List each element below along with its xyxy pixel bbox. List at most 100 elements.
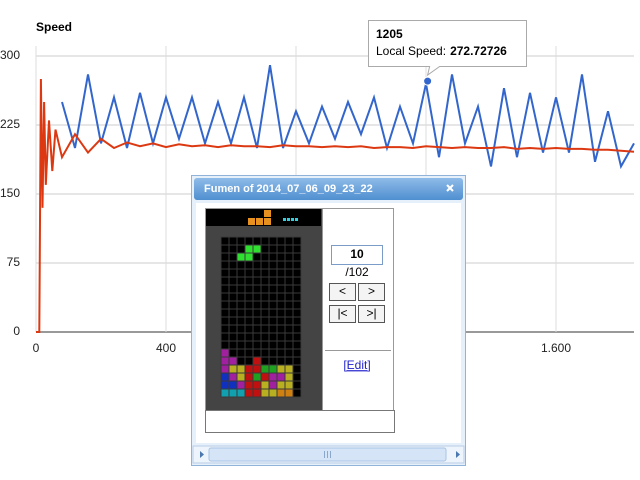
- board-cell: [244, 268, 254, 278]
- block: [285, 381, 293, 389]
- board-cell: [260, 268, 270, 278]
- board-cell: [244, 300, 254, 310]
- prev-button[interactable]: [329, 283, 356, 301]
- first-button[interactable]: [329, 305, 356, 323]
- board-cell: [292, 252, 302, 262]
- board-cell: [276, 268, 286, 278]
- tooltip-value: 272.72726: [450, 44, 507, 58]
- board-cell: [220, 284, 230, 294]
- board-cell: [276, 260, 286, 270]
- board-cell: [292, 260, 302, 270]
- block: [269, 373, 277, 381]
- board-cell: [260, 260, 270, 270]
- board-cell: [252, 284, 262, 294]
- board-cell: [236, 284, 246, 294]
- block: [221, 389, 229, 397]
- board-cell: [268, 348, 278, 358]
- board-cell: [292, 276, 302, 286]
- board-cell: [292, 372, 302, 382]
- board-cell: [292, 324, 302, 334]
- board-cell: [220, 308, 230, 318]
- board-cell: [236, 308, 246, 318]
- board-cell: [236, 324, 246, 334]
- comment-field[interactable]: [205, 410, 395, 433]
- board-cell: [284, 236, 294, 246]
- block: [237, 389, 245, 397]
- next-block: [291, 218, 294, 221]
- board-cell: [284, 252, 294, 262]
- chart-title: Speed: [36, 20, 72, 34]
- board-cell: [268, 252, 278, 262]
- board-cell: [260, 316, 270, 326]
- edit-link[interactable]: [Edit]: [343, 358, 370, 372]
- board-cell: [260, 308, 270, 318]
- board-cell: [236, 332, 246, 342]
- page-input[interactable]: [331, 245, 383, 265]
- close-button[interactable]: [446, 184, 454, 192]
- board-cell: [276, 244, 286, 254]
- board-cell: [268, 236, 278, 246]
- board-cell: [236, 316, 246, 326]
- board-cell: [284, 316, 294, 326]
- board-cell: [268, 308, 278, 318]
- next-block: [264, 210, 271, 217]
- board-cell: [228, 316, 238, 326]
- board-cell: [220, 300, 230, 310]
- board-cell: [228, 324, 238, 334]
- y-tick-label: 75: [7, 255, 21, 269]
- board-cell: [244, 308, 254, 318]
- block: [261, 373, 269, 381]
- board-cell: [260, 244, 270, 254]
- board-cell: [252, 268, 262, 278]
- scroll-left[interactable]: [200, 451, 204, 458]
- tooltip-x: 1205: [376, 27, 403, 41]
- tooltip-label: Local Speed:: [376, 44, 446, 58]
- board-cell: [228, 308, 238, 318]
- board-cell: [252, 340, 262, 350]
- board-cell: [276, 236, 286, 246]
- board-cell: [260, 252, 270, 262]
- series-line: [61, 65, 635, 170]
- block: [269, 389, 277, 397]
- y-tick-label: 0: [13, 324, 20, 338]
- next-button[interactable]: [358, 283, 385, 301]
- board-cell: [244, 356, 254, 366]
- board-cell: [220, 316, 230, 326]
- last-button[interactable]: [358, 305, 385, 323]
- button-label: >: [368, 284, 375, 298]
- block: [237, 373, 245, 381]
- board-cell: [252, 300, 262, 310]
- block: [253, 389, 261, 397]
- board-cell: [236, 340, 246, 350]
- next-block: [283, 218, 286, 221]
- board-cell: [268, 244, 278, 254]
- board-cell: [292, 284, 302, 294]
- board-cell: [284, 340, 294, 350]
- dialog-titlebar: [194, 178, 463, 200]
- tooltip-line: Local Speed: 272.72726: [376, 44, 507, 58]
- scroll-right[interactable]: [456, 451, 460, 458]
- board-cell: [236, 300, 246, 310]
- board-cell: [228, 236, 238, 246]
- board-cell: [228, 292, 238, 302]
- board-cell: [228, 332, 238, 342]
- board-cell: [244, 292, 254, 302]
- board-cell: [228, 244, 238, 254]
- board-cell: [276, 324, 286, 334]
- block: [269, 365, 277, 373]
- button-label: <: [339, 284, 346, 298]
- next-block: [256, 218, 263, 225]
- board-cell: [268, 300, 278, 310]
- block: [277, 381, 285, 389]
- board-cell: [284, 308, 294, 318]
- tooltip-box: [368, 20, 527, 77]
- board-cell: [252, 260, 262, 270]
- dialog-title: Fumen of 2014_07_06_09_23_22: [204, 183, 373, 195]
- board-cell: [284, 284, 294, 294]
- block: [245, 253, 253, 261]
- board-cell: [292, 364, 302, 374]
- board-cell: [228, 252, 238, 262]
- block: [261, 365, 269, 373]
- board-cell: [292, 300, 302, 310]
